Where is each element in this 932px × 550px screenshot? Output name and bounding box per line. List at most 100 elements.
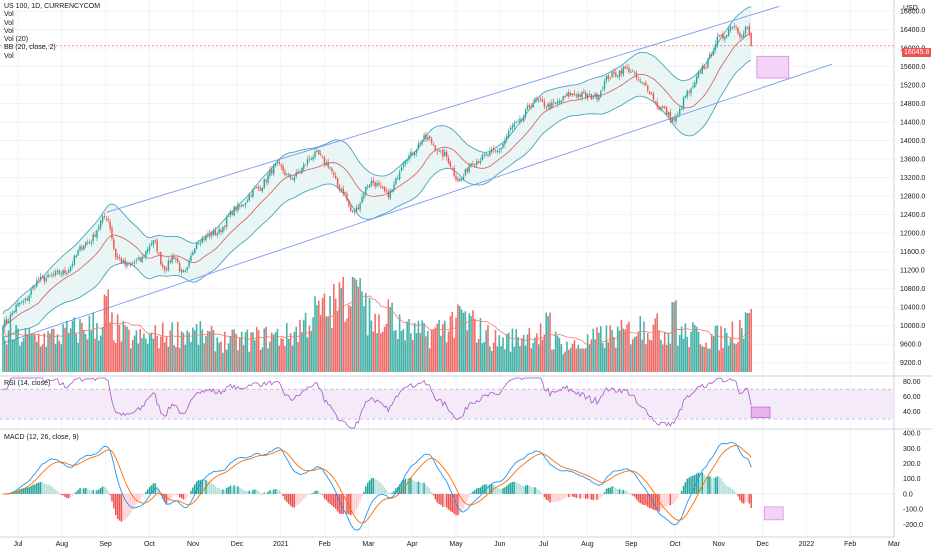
volume-bar	[654, 318, 657, 372]
last-price-tag: 16045.8	[902, 48, 932, 57]
volume-bar	[633, 337, 636, 372]
macd-hist-bar	[564, 493, 566, 499]
macd-hist-bar	[581, 493, 583, 498]
candle-body	[327, 161, 329, 168]
volume-bar	[37, 333, 40, 372]
volume-bar	[584, 348, 587, 372]
candle-body	[620, 69, 623, 74]
volume-bar	[515, 329, 517, 372]
volume-bar	[630, 344, 632, 372]
candle-body	[169, 260, 171, 263]
candle-body	[197, 243, 200, 244]
time-tick-label: Dec	[231, 541, 244, 548]
macd-hist-bar	[586, 493, 589, 499]
macd-hist-bar	[678, 493, 681, 495]
candle-body	[256, 186, 258, 188]
volume-bar	[314, 296, 316, 372]
macd-hist-bar	[387, 492, 390, 494]
candle-body	[109, 221, 111, 229]
candle-body	[56, 270, 59, 272]
volume-bar	[17, 328, 19, 372]
candle-body	[45, 278, 47, 282]
macd-hist-bar	[26, 487, 29, 494]
candle-body	[84, 242, 87, 246]
rsi-target-box[interactable]	[750, 406, 771, 418]
volume-bar	[720, 326, 722, 372]
macd-hist-bar	[220, 489, 222, 494]
macd-hist-bar	[318, 491, 320, 494]
volume-bar	[316, 305, 318, 372]
macd-hist-bar	[252, 489, 254, 494]
candle-body	[647, 85, 649, 91]
volume-bar	[507, 332, 510, 372]
price-tick-label: 14800.0	[900, 101, 925, 108]
volume-bar	[184, 344, 187, 372]
volume-bar	[218, 342, 220, 372]
candle-body	[244, 203, 247, 206]
candle-body	[212, 230, 215, 235]
macd-hist-bar	[430, 491, 433, 494]
candle-body	[184, 270, 187, 272]
candle-body	[333, 172, 335, 175]
volume-bar	[665, 344, 668, 372]
volume-bar	[39, 346, 42, 372]
candle-body	[735, 26, 737, 28]
price-target-box[interactable]	[756, 55, 790, 79]
volume-bar	[391, 302, 393, 372]
candle-body	[175, 258, 177, 260]
channel-lower-line[interactable]	[2, 63, 833, 344]
candle-body	[171, 256, 173, 263]
macd-hist-bar	[184, 493, 187, 500]
macd-target-box[interactable]	[763, 506, 784, 521]
macd-hist-bar	[257, 491, 260, 494]
macd-hist-bar	[109, 493, 111, 496]
time-tick-label: Dec	[756, 541, 769, 548]
macd-hist-bar	[244, 491, 247, 494]
macd-hist-bar	[316, 490, 318, 494]
candle-body	[297, 171, 299, 173]
price-tick-label: 16800.0	[900, 8, 925, 15]
channel-upper-line[interactable]	[106, 5, 780, 213]
candle-body	[632, 70, 634, 72]
macd-hist-bar	[483, 484, 485, 494]
candle-body	[539, 99, 542, 101]
time-tick-label: Feb	[319, 541, 331, 548]
candle-body	[562, 95, 564, 101]
candle-body	[66, 273, 68, 274]
candle-body	[748, 26, 751, 35]
candle-body	[737, 27, 739, 34]
volume-bar	[233, 329, 235, 372]
macd-hist-bar	[547, 493, 549, 501]
candle-body	[156, 240, 158, 252]
volume-bar	[223, 331, 226, 372]
macd-hist-bar	[498, 488, 501, 494]
macd-hist-bar	[718, 476, 720, 494]
volume-bar	[246, 329, 249, 372]
macd-hist-bar	[69, 493, 72, 498]
candle-body	[60, 273, 62, 275]
candle-body	[658, 106, 660, 110]
volume-bar	[564, 351, 566, 372]
candle-body	[579, 94, 581, 97]
volume-bar	[81, 322, 83, 372]
volume-bar	[363, 306, 365, 372]
macd-hist-bar	[413, 481, 416, 494]
volume-bar	[286, 322, 288, 372]
candle-body	[419, 143, 422, 144]
candle-body	[633, 72, 636, 74]
candle-body	[710, 54, 713, 56]
volume-bar	[421, 320, 423, 372]
volume-bar	[413, 322, 416, 372]
macd-hist-bar	[225, 488, 228, 494]
macd-hist-bar	[96, 490, 98, 494]
volume-bar	[96, 323, 98, 372]
candle-body	[73, 256, 76, 265]
time-tick-label: Nov	[187, 541, 200, 548]
macd-hist-bar	[707, 476, 709, 494]
macd-hist-bar	[677, 493, 679, 498]
volume-bar	[51, 328, 53, 372]
macd-hist-bar	[560, 493, 563, 501]
macd-hist-bar	[545, 493, 548, 500]
volume-bar	[739, 319, 741, 372]
